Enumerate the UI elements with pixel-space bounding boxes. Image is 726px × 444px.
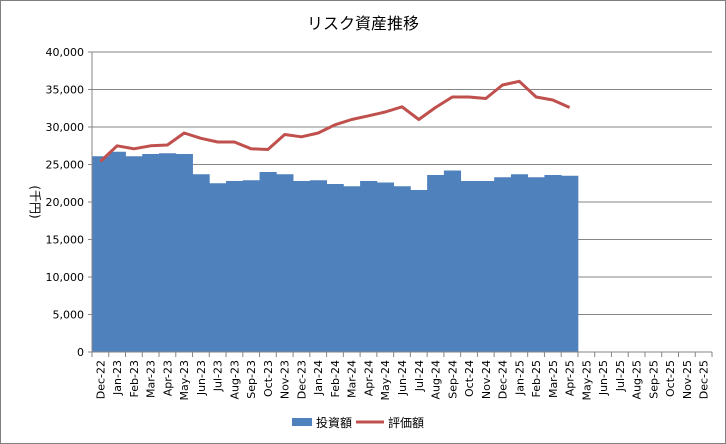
x-tick-label-Jun-25: Jun-25 <box>597 360 610 396</box>
x-tick-label-Aug-24: Aug-24 <box>430 360 443 399</box>
bar-Sep-24 <box>443 170 462 352</box>
x-tick-label-Apr-23: Apr-23 <box>161 360 174 396</box>
legend-label-invest: 投資額 <box>316 415 352 430</box>
bar-Oct-23 <box>259 172 277 352</box>
x-tick-label-Aug-23: Aug-23 <box>228 360 241 399</box>
bar-May-24 <box>376 182 395 352</box>
bar-Aug-24 <box>427 175 445 352</box>
x-tick-label-Sep-23: Sep-23 <box>245 360 258 399</box>
bar-Jul-24 <box>410 190 428 352</box>
bar-Mar-23 <box>142 154 160 352</box>
x-tick-label-May-24: May-24 <box>379 360 392 401</box>
x-tick-label-Feb-23: Feb-23 <box>128 360 141 397</box>
y-tick-label-2: 10,000 <box>46 271 85 284</box>
x-tick-label-Aug-25: Aug-25 <box>631 360 644 399</box>
x-tick-label-Dec-24: Dec-24 <box>497 360 510 399</box>
bar-Jan-25 <box>510 174 529 352</box>
y-tick-label-0: 0 <box>77 346 84 359</box>
bar-Dec-23 <box>293 181 311 352</box>
bar-Jul-23 <box>209 183 227 352</box>
y-tick-label-3: 15,000 <box>46 234 85 247</box>
bar-Mar-25 <box>544 175 562 352</box>
bar-May-23 <box>175 154 193 352</box>
bar-Feb-25 <box>527 177 545 352</box>
y-tick-label-6: 30,000 <box>46 121 85 134</box>
bar-Dec-24 <box>494 177 512 352</box>
x-tick-label-Sep-25: Sep-25 <box>647 360 660 399</box>
chart-title: リスク資産推移 <box>307 14 419 33</box>
x-tick-label-May-23: May-23 <box>178 360 191 401</box>
x-tick-label-May-25: May-25 <box>580 360 593 401</box>
bar-Jun-23 <box>192 174 210 352</box>
y-tick-label-1: 5,000 <box>53 309 85 322</box>
x-tick-label-Apr-25: Apr-25 <box>564 360 577 396</box>
bar-Aug-23 <box>226 181 244 352</box>
x-tick-label-Feb-24: Feb-24 <box>329 360 342 397</box>
x-tick-label-Sep-24: Sep-24 <box>446 360 459 399</box>
x-tick-label-Nov-25: Nov-25 <box>681 360 694 399</box>
x-tick-label-Jan-23: Jan-23 <box>111 360 124 396</box>
bar-Apr-25 <box>561 175 579 352</box>
x-tick-label-Mar-24: Mar-24 <box>346 360 359 398</box>
x-tick-label-Nov-24: Nov-24 <box>480 360 493 399</box>
bar-Sep-23 <box>242 180 260 352</box>
bar-Oct-24 <box>460 181 478 352</box>
x-tick-label-Oct-23: Oct-23 <box>262 360 275 397</box>
y-tick-label-4: 20,000 <box>46 196 85 209</box>
y-tick-label-8: 40,000 <box>46 46 85 59</box>
x-tick-label-Dec-22: Dec-22 <box>94 360 107 399</box>
x-tick-label-Jan-25: Jan-25 <box>513 360 526 396</box>
bar-Mar-24 <box>343 186 361 352</box>
y-tick-label-5: 25,000 <box>46 159 85 172</box>
x-tick-label-Apr-24: Apr-24 <box>362 360 375 396</box>
y-tick-label-7: 35,000 <box>46 84 85 97</box>
x-tick-label-Jan-24: Jan-24 <box>312 360 325 396</box>
x-tick-label-Jul-23: Jul-23 <box>212 360 225 392</box>
y-axis-label: (千円) <box>28 185 42 218</box>
x-tick-label-Jul-25: Jul-25 <box>614 360 627 392</box>
bar-Nov-24 <box>477 181 495 352</box>
x-tick-label-Oct-25: Oct-25 <box>664 360 677 397</box>
x-tick-label-Nov-23: Nov-23 <box>279 360 292 399</box>
bar-Apr-24 <box>360 181 378 352</box>
legend: 投資額 評価額 <box>292 415 424 430</box>
x-tick-label-Jun-23: Jun-23 <box>195 360 208 396</box>
x-tick-label-Mar-23: Mar-23 <box>145 360 158 398</box>
x-tick-label-Feb-25: Feb-25 <box>530 360 543 397</box>
line-series-valuation <box>99 79 571 163</box>
bar-Feb-23 <box>125 156 143 352</box>
bar-Apr-23 <box>159 153 177 352</box>
x-tick-label-Mar-25: Mar-25 <box>547 360 560 398</box>
x-tick-label-Jul-24: Jul-24 <box>413 360 426 392</box>
bar-Nov-23 <box>276 174 294 352</box>
x-tick-label-Dec-25: Dec-25 <box>698 360 711 399</box>
legend-swatch-invest <box>292 418 312 426</box>
bar-Dec-22 <box>92 156 110 352</box>
bar-Jan-24 <box>309 180 327 352</box>
x-tick-label-Dec-23: Dec-23 <box>295 360 308 399</box>
legend-label-valuation: 評価額 <box>388 415 424 430</box>
bar-Feb-24 <box>326 184 344 352</box>
bar-Jun-24 <box>393 186 411 352</box>
x-tick-label-Oct-24: Oct-24 <box>463 360 476 397</box>
bar-Jan-23 <box>108 151 126 352</box>
x-tick-label-Jun-24: Jun-24 <box>396 360 409 396</box>
